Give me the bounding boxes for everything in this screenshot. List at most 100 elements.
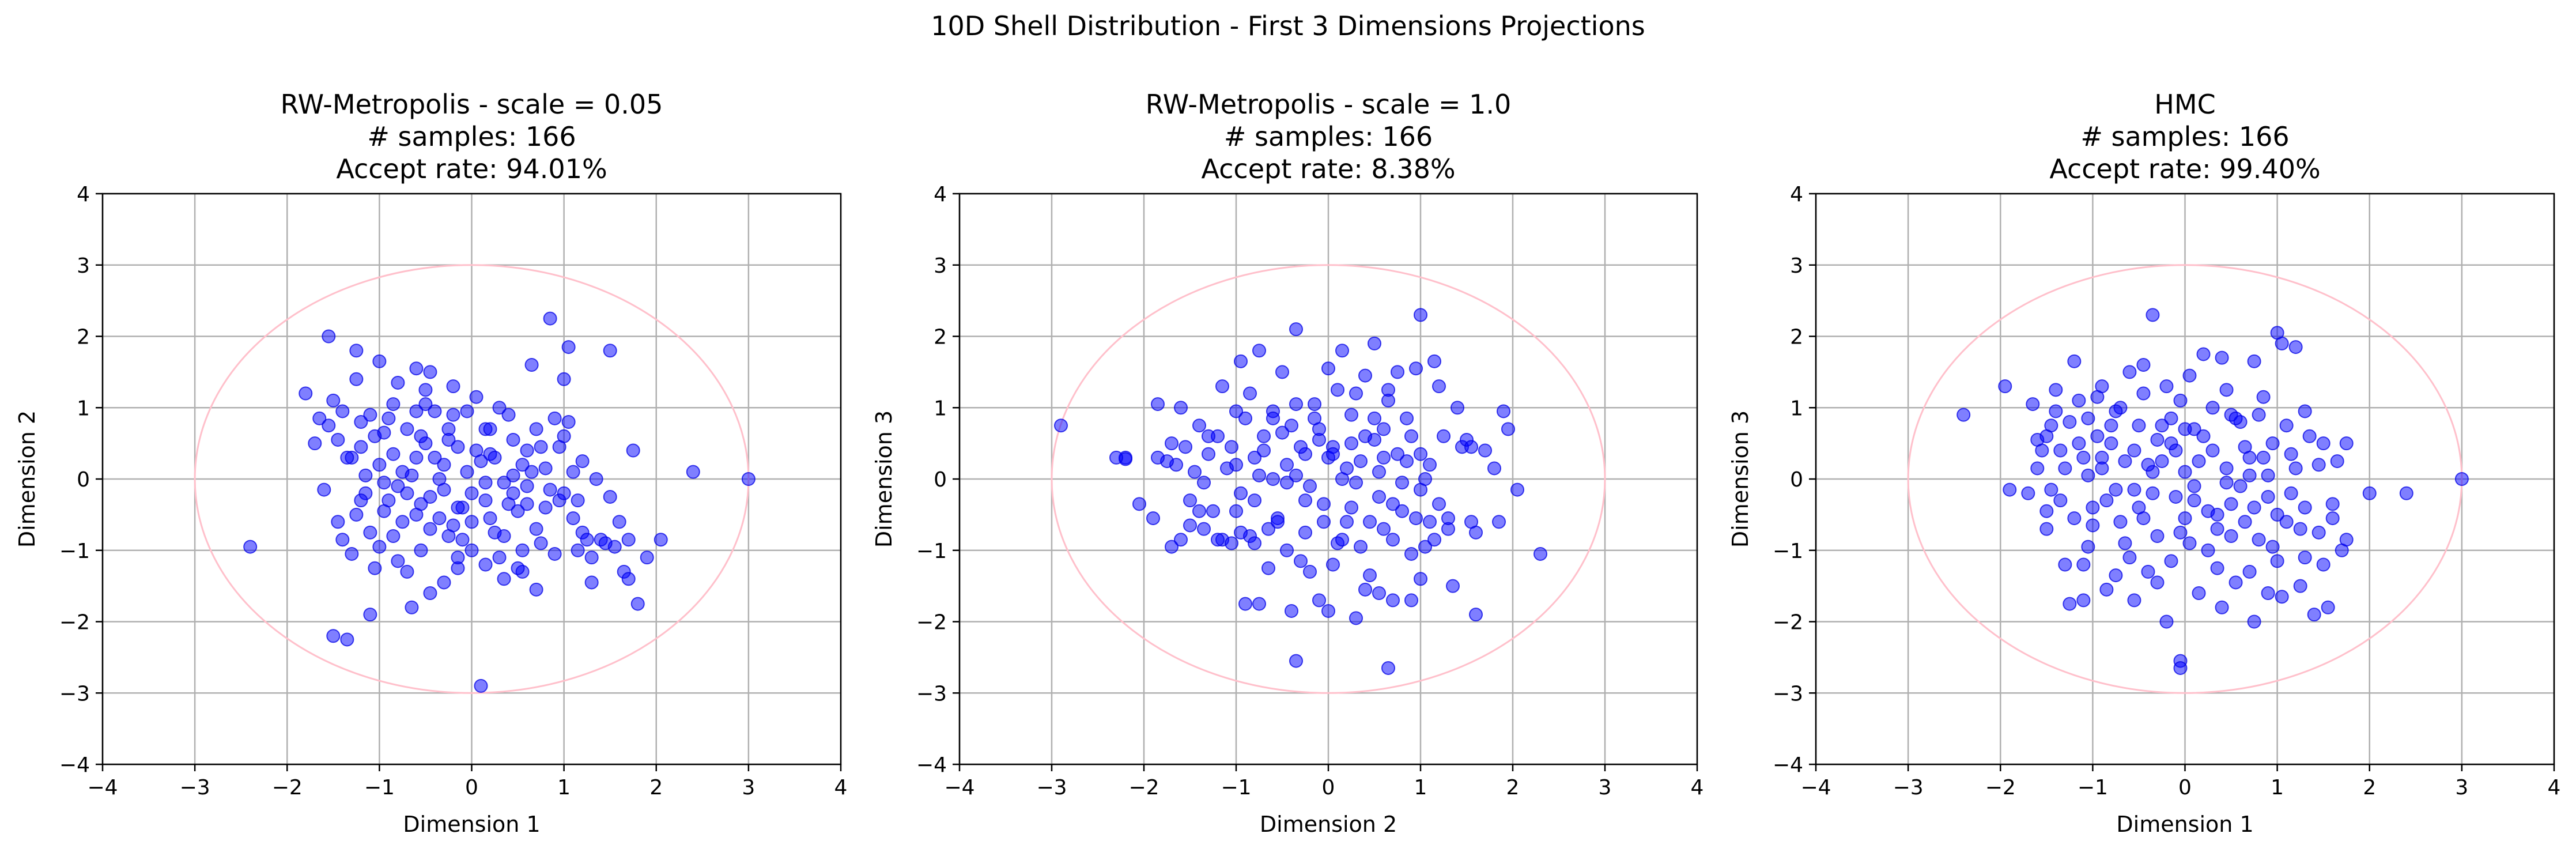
subplot-title-line: Accept rate: 94.01% xyxy=(336,153,607,184)
y-tick-label: −4 xyxy=(59,753,90,777)
data-point xyxy=(446,408,460,422)
data-point xyxy=(2150,529,2165,543)
data-point xyxy=(400,486,414,500)
data-point xyxy=(2063,415,2077,429)
data-point xyxy=(2210,507,2224,522)
x-tick-label: −1 xyxy=(2078,776,2108,800)
subplot-2: −4 −3 −2 −1 0 1 2 3 4 −4 −3 −2 −1 0 1 2 3 4 Dimension 2 Dim… xyxy=(871,89,1704,837)
data-point xyxy=(2311,458,2326,472)
x-tick-label: −3 xyxy=(1036,776,1067,800)
data-point xyxy=(2178,465,2192,479)
data-point xyxy=(1377,422,1391,436)
data-point xyxy=(1248,493,1261,508)
y-tick-label: 0 xyxy=(77,468,90,492)
data-point xyxy=(2076,450,2091,465)
data-point xyxy=(1197,476,1211,490)
data-point xyxy=(2118,454,2132,469)
x-tick-label: −4 xyxy=(87,776,118,800)
data-point xyxy=(2159,379,2174,394)
data-point xyxy=(464,543,479,557)
data-point xyxy=(386,397,401,412)
data-point xyxy=(363,608,377,622)
data-point xyxy=(2284,447,2298,461)
data-point xyxy=(1998,379,2012,394)
data-point xyxy=(483,422,497,436)
x-tick-label: 2 xyxy=(2363,776,2376,800)
data-point xyxy=(603,344,617,358)
data-point xyxy=(1335,533,1349,547)
data-point xyxy=(571,493,585,508)
data-point xyxy=(520,497,534,511)
data-point xyxy=(2279,515,2294,529)
data-point xyxy=(340,450,354,465)
data-point xyxy=(2298,550,2312,565)
y-tick-label: −2 xyxy=(1773,611,1803,635)
data-point xyxy=(543,482,557,497)
data-point xyxy=(1298,525,1312,540)
data-point xyxy=(621,572,636,586)
data-point xyxy=(1248,450,1261,465)
data-point xyxy=(2339,533,2354,547)
y-tick-label: −1 xyxy=(1773,540,1803,563)
data-point xyxy=(1234,525,1248,540)
data-point xyxy=(1165,436,1179,451)
x-tick-label: −4 xyxy=(1800,776,1831,800)
data-point xyxy=(2307,608,2321,622)
data-point xyxy=(538,500,553,515)
y-tick-label: −1 xyxy=(59,540,90,563)
data-point xyxy=(2275,336,2289,350)
data-point xyxy=(2316,436,2331,451)
x-tick-label: 0 xyxy=(465,776,478,800)
data-point xyxy=(520,443,534,458)
data-point xyxy=(1510,482,1524,497)
data-point xyxy=(1202,429,1215,443)
data-point xyxy=(409,361,424,376)
data-point xyxy=(2049,404,2063,418)
data-point xyxy=(451,550,465,565)
y-tick-label: 2 xyxy=(1790,326,1803,349)
data-point xyxy=(326,393,341,408)
data-point xyxy=(2187,493,2201,508)
data-point xyxy=(2155,418,2169,433)
data-point xyxy=(612,515,626,529)
data-point xyxy=(451,440,465,454)
data-point xyxy=(322,329,336,344)
subplot-title-line: Accept rate: 99.40% xyxy=(2049,153,2320,184)
data-point xyxy=(2136,358,2151,372)
data-point xyxy=(1349,476,1363,490)
data-point xyxy=(2288,461,2303,476)
data-point xyxy=(243,540,258,554)
data-point xyxy=(488,450,502,465)
data-point xyxy=(1266,472,1280,486)
data-point xyxy=(460,465,474,479)
data-point xyxy=(2136,386,2151,401)
data-point xyxy=(1478,443,1492,458)
data-point xyxy=(1418,472,1432,486)
data-point xyxy=(543,311,557,326)
data-point xyxy=(1335,344,1349,358)
data-point xyxy=(405,600,419,614)
data-point xyxy=(354,493,368,508)
data-point xyxy=(1368,336,1381,350)
data-point xyxy=(1340,515,1354,529)
data-point xyxy=(2081,540,2095,554)
data-point xyxy=(1192,418,1206,433)
data-point xyxy=(2104,436,2118,451)
data-point xyxy=(2247,500,2261,515)
data-point xyxy=(1151,450,1165,465)
data-point xyxy=(1423,458,1437,472)
data-point xyxy=(1266,411,1280,425)
data-point xyxy=(414,429,428,443)
data-point xyxy=(2270,507,2284,522)
data-point xyxy=(2265,436,2280,451)
data-point xyxy=(1294,554,1308,568)
data-point xyxy=(1285,418,1298,433)
y-axis-label: Dimension 3 xyxy=(871,410,897,548)
data-point xyxy=(2298,404,2312,418)
data-point xyxy=(1441,511,1455,526)
x-axis-label: Dimension 2 xyxy=(1260,812,1397,837)
data-point xyxy=(2076,593,2091,608)
data-point xyxy=(2256,450,2271,465)
data-point xyxy=(1280,476,1294,490)
data-point xyxy=(1363,515,1377,529)
